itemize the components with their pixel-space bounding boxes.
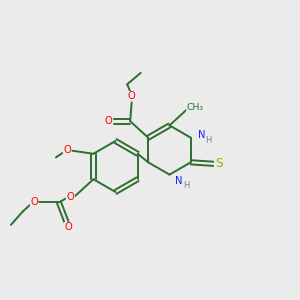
Text: H: H (183, 181, 189, 190)
Text: O: O (64, 222, 72, 232)
Text: S: S (215, 157, 223, 170)
Text: O: O (104, 116, 112, 126)
Text: O: O (30, 197, 38, 207)
Text: O: O (66, 192, 74, 202)
Text: N: N (199, 130, 206, 140)
Text: H: H (205, 136, 211, 145)
Text: N: N (175, 176, 182, 186)
Text: O: O (128, 91, 136, 101)
Text: CH₃: CH₃ (187, 103, 203, 112)
Text: O: O (63, 145, 71, 155)
